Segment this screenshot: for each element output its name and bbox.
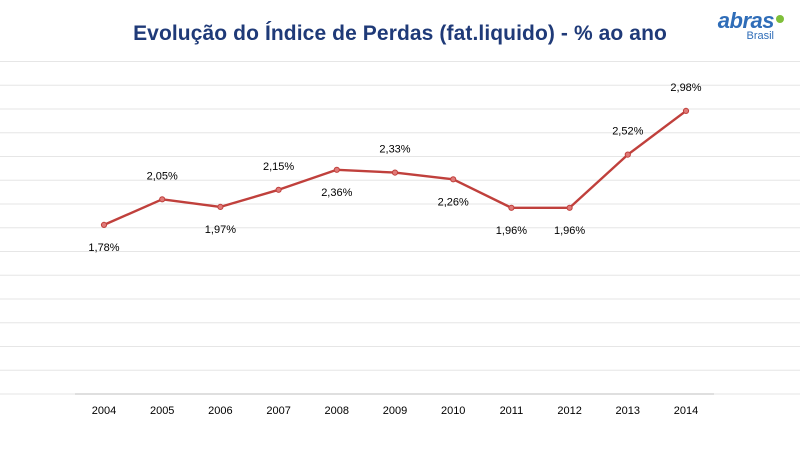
data-point [159, 196, 166, 203]
logo-dot-icon [776, 15, 784, 23]
data-label: 2,36% [321, 187, 352, 199]
data-point [624, 151, 631, 158]
data-labels: 1,78% 2,05% 1,97% 2,15% 2,36% 2,33% 2,26% 1,96%… [88, 82, 701, 254]
chart-title: Evolução do Índice de Perdas (fat.liquid… [133, 22, 667, 45]
data-point [100, 221, 108, 228]
series-line [103, 109, 687, 226]
logo-wordmark: abras [717, 8, 775, 33]
data-label: 2,15% [263, 161, 294, 173]
data-markers [100, 107, 690, 228]
x-tick-label: 2012 [557, 405, 581, 417]
data-label: 2,52% [612, 126, 643, 138]
data-label: 2,05% [147, 170, 178, 182]
data-point [566, 204, 573, 211]
data-point [275, 186, 282, 193]
x-tick-label: 2005 [150, 405, 174, 417]
x-tick-labels: 2004 2005 2006 2007 2008 2009 2010 2011 2012 2013… [92, 405, 698, 417]
data-point [450, 176, 457, 183]
data-label: 2,26% [438, 196, 469, 208]
data-label: 2,98% [670, 82, 701, 94]
x-tick-label: 2007 [266, 405, 290, 417]
x-tick-label: 2009 [383, 405, 407, 417]
data-point [217, 203, 224, 210]
data-point [391, 169, 399, 176]
gridlines [0, 61, 800, 395]
x-tick-label: 2011 [500, 405, 524, 417]
x-tick-label: 2004 [92, 405, 116, 417]
x-tick-label: 2013 [616, 405, 640, 417]
x-tick-label: 2014 [674, 405, 698, 417]
data-label: 1,97% [205, 224, 236, 236]
data-label: 1,96% [496, 225, 527, 237]
data-label: 1,96% [554, 225, 585, 237]
abras-logo: abras Brasil [702, 8, 784, 44]
x-tick-label: 2008 [325, 405, 349, 417]
x-tick-label: 2006 [208, 405, 232, 417]
x-tick-label: 2010 [441, 405, 465, 417]
logo-subtitle: Brasil [746, 30, 774, 42]
data-point [682, 107, 690, 115]
data-point [333, 166, 340, 173]
data-label: 2,33% [379, 144, 410, 156]
data-label: 1,78% [88, 242, 119, 254]
data-point [508, 204, 515, 211]
